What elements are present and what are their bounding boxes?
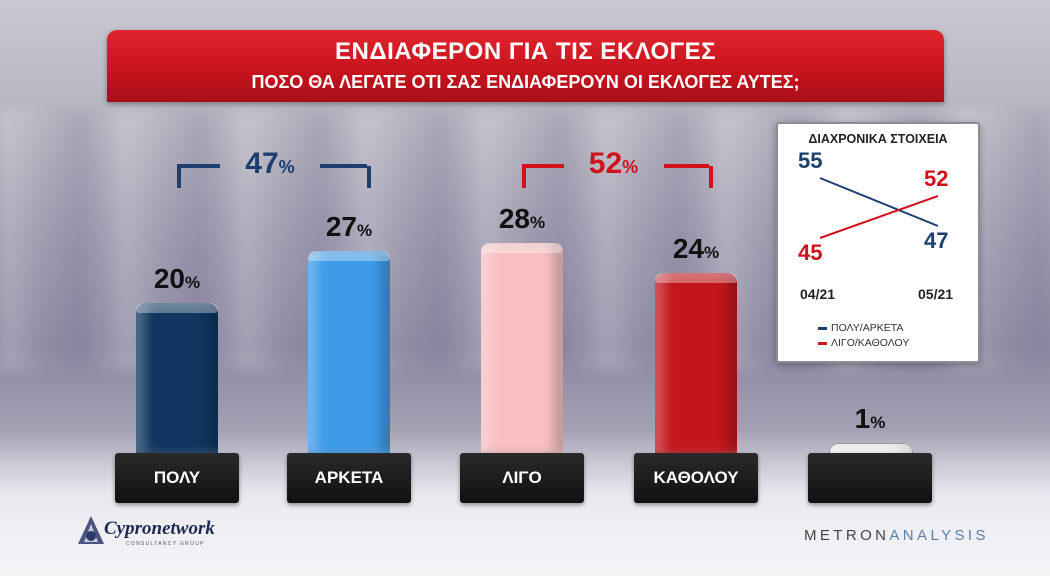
bar-2 bbox=[308, 250, 390, 453]
category-label-1: ΠΟΛΥ bbox=[115, 453, 239, 503]
trend-legend-item-2: ΛΙΓΟ/ΚΑΘΟΛΟΥ bbox=[818, 337, 909, 349]
legend-swatch bbox=[818, 326, 827, 330]
group-bracket-top-2b bbox=[663, 164, 709, 168]
bar-value-label-5: 1% bbox=[854, 403, 886, 434]
metron-word: METRON bbox=[804, 527, 890, 544]
group-value-label-1: 47% bbox=[245, 147, 295, 180]
trend-lines bbox=[819, 177, 939, 239]
bar-value-label-3: 28% bbox=[498, 203, 546, 234]
bar-1 bbox=[136, 303, 218, 453]
bar-value-label-4: 24% bbox=[672, 233, 720, 264]
category-label-4: ΚΑΘΟΛΟΥ bbox=[634, 453, 758, 503]
chart-title: ΕΝΔΙΑΦΕΡΟΝ ΓΙΑ ΤΙΣ ΕΚΛΟΓΕΣ bbox=[334, 38, 717, 65]
category-label-3: ΛΙΓΟ bbox=[460, 453, 584, 503]
inset-title: ΔΙΑΧΡΟΝΙΚΑ ΣΤΟΙΧΕΙΑ bbox=[808, 132, 948, 146]
category-label-2: ΑΡΚΕΤΑ bbox=[287, 453, 411, 503]
trend-line-1 bbox=[819, 177, 939, 227]
trend-inset: ΔΙΑΧΡΟΝΙΚΑ ΣΤΟΙΧΕΙΑ 55 47 45 52 04/21 05/21 ΠΟ… bbox=[776, 122, 980, 363]
legend-label: ΠΟΛΥ/ΑΡΚΕΤΑ bbox=[831, 322, 904, 334]
header-banner: ΕΝΔΙΑΦΕΡΟΝ ΓΙΑ ΤΙΣ ΕΚΛΟΓΕΣ ΠΟΣΟ ΘΑ ΛΕΓΑΤ… bbox=[107, 30, 944, 102]
analysis-word: ANALYSIS bbox=[889, 527, 989, 544]
trend-value-2-2: 52 bbox=[924, 166, 949, 191]
bar-value-label-2: 27% bbox=[325, 210, 373, 242]
legend-label: ΛΙΓΟ/ΚΑΘΟΛΟΥ bbox=[831, 337, 910, 349]
cypronetwork-logo-text: Cypronetwork bbox=[104, 518, 215, 539]
metronanalysis-logo: METRONANALYSIS bbox=[804, 527, 989, 544]
bar-3 bbox=[481, 243, 563, 453]
group-bracket-1 bbox=[177, 166, 371, 188]
bar-4 bbox=[655, 273, 737, 453]
group-bracket-top-1a bbox=[177, 164, 220, 168]
group-bracket-2 bbox=[522, 166, 713, 188]
trend-line-2 bbox=[819, 195, 939, 239]
legend-swatch bbox=[818, 341, 827, 345]
bar-value-label-1: 20% bbox=[153, 263, 201, 294]
trend-value-1-1: 55 bbox=[798, 148, 823, 173]
group-bracket-top-2a bbox=[522, 164, 564, 168]
chart-subtitle: ΠΟΣΟ ΘΑ ΛΕΓΑΤΕ ΟΤΙ ΣΑΣ ΕΝΔΙΑΦΕΡΟΥΝ ΟΙ ΕΚ… bbox=[251, 72, 800, 92]
group-value-label-2: 52% bbox=[588, 147, 639, 180]
trend-value-1-2: 47 bbox=[924, 228, 949, 253]
cypronetwork-logo: Cypronetwork CONSULTANCY GROUP bbox=[76, 514, 246, 548]
trend-date-1: 04/21 bbox=[800, 286, 836, 302]
cypronetwork-logo-icon bbox=[78, 516, 104, 544]
trend-value-2-1: 45 bbox=[798, 240, 823, 265]
trend-legend-item-1: ΠΟΛΥ/ΑΡΚΕΤΑ bbox=[818, 322, 903, 334]
cypronetwork-logo-tag: CONSULTANCY GROUP bbox=[126, 541, 205, 547]
group-bracket-top-1b bbox=[320, 164, 367, 168]
trend-date-2: 05/21 bbox=[918, 286, 954, 302]
category-label-5 bbox=[808, 453, 932, 503]
